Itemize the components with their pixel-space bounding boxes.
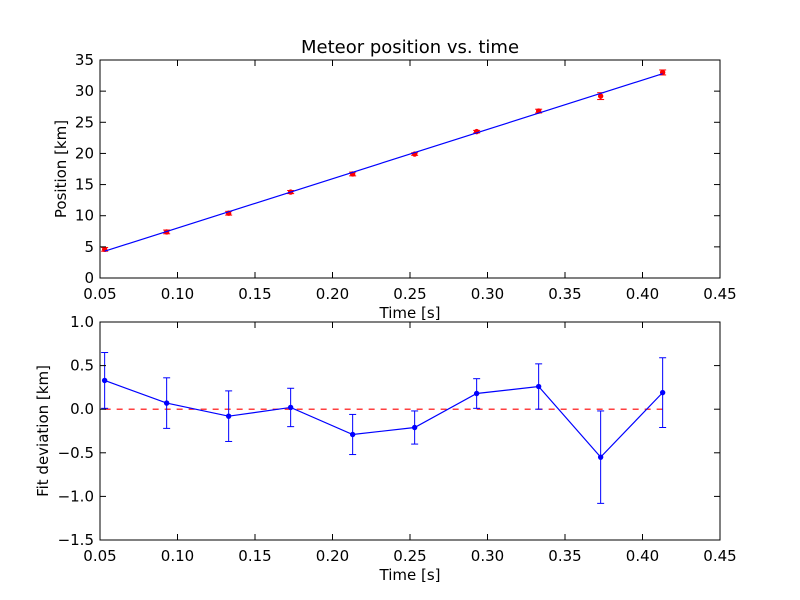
data-point <box>411 424 418 431</box>
data-point <box>659 389 666 396</box>
x-tick-label: 0.35 <box>548 547 581 565</box>
y-tick-label: 0.5 <box>70 357 94 375</box>
data-point <box>101 377 108 384</box>
x-tick-label: 0.10 <box>161 547 194 565</box>
x-tick-label: 0.20 <box>316 285 349 303</box>
fit-line <box>104 73 663 252</box>
data-point <box>287 404 294 411</box>
y-tick-label: −1.5 <box>58 531 94 549</box>
x-tick-label: 0.40 <box>626 547 659 565</box>
x-tick-label: 0.05 <box>83 285 116 303</box>
y-tick-label: −0.5 <box>58 444 94 462</box>
deviation-chart-y-axis-label: Fit deviation [km] <box>34 365 52 497</box>
x-tick-label: 0.25 <box>393 285 426 303</box>
data-point <box>597 93 604 99</box>
deviation-chart: 0.05 0.10 0.15 0.20 0.25 0.30 0.35 0.40 0.45 −1.5… <box>34 313 737 584</box>
y-tick-label: 25 <box>75 113 94 131</box>
data-point <box>473 390 480 397</box>
data-point <box>163 400 170 406</box>
position-chart-y-axis-label: Position [km] <box>52 120 70 218</box>
y-tick-label: 30 <box>75 82 94 100</box>
y-tick-label: 10 <box>75 207 94 225</box>
x-tick-label: 0.45 <box>703 547 736 565</box>
x-tick-label: 0.20 <box>316 547 349 565</box>
position-chart-marks <box>101 69 667 253</box>
x-tick-label: 0.40 <box>626 285 659 303</box>
x-tick-label: 0.10 <box>161 285 194 303</box>
y-tick-label: 35 <box>75 51 94 69</box>
y-tick-label: 15 <box>75 176 94 194</box>
x-tick-label: 0.30 <box>471 285 504 303</box>
y-tick-label: 0.0 <box>70 400 94 418</box>
deviation-line <box>104 379 664 459</box>
x-tick-label: 0.45 <box>703 285 736 303</box>
chart-title: Meteor position vs. time <box>301 37 519 58</box>
position-chart-x-axis-label: Time [s] <box>379 304 441 322</box>
data-point <box>349 431 356 438</box>
data-point <box>225 413 232 419</box>
x-tick-label: 0.05 <box>83 547 116 565</box>
y-tick-label: 1.0 <box>70 313 94 331</box>
position-chart-ticks: 0.05 0.10 0.15 0.20 0.25 0.30 0.35 0.40 0.45 0 5 10… <box>75 51 737 303</box>
deviation-chart-x-axis-label: Time [s] <box>379 566 441 584</box>
y-tick-label: 20 <box>75 144 94 162</box>
y-tick-label: −1.0 <box>58 487 94 505</box>
x-tick-label: 0.15 <box>238 285 271 303</box>
x-tick-label: 0.35 <box>548 285 581 303</box>
deviation-chart-marks <box>101 352 667 504</box>
x-tick-label: 0.30 <box>471 547 504 565</box>
data-point <box>535 383 542 390</box>
position-chart: Meteor position vs. time 0.05 0.10 0.15 0.2… <box>52 37 737 322</box>
deviation-chart-ticks: 0.05 0.10 0.15 0.20 0.25 0.30 0.35 0.40 0.45 −1.5… <box>58 313 737 565</box>
y-tick-label: 0 <box>84 269 94 287</box>
y-tick-label: 5 <box>84 238 94 256</box>
data-point <box>597 454 604 460</box>
x-tick-label: 0.25 <box>393 547 426 565</box>
x-tick-label: 0.15 <box>238 547 271 565</box>
